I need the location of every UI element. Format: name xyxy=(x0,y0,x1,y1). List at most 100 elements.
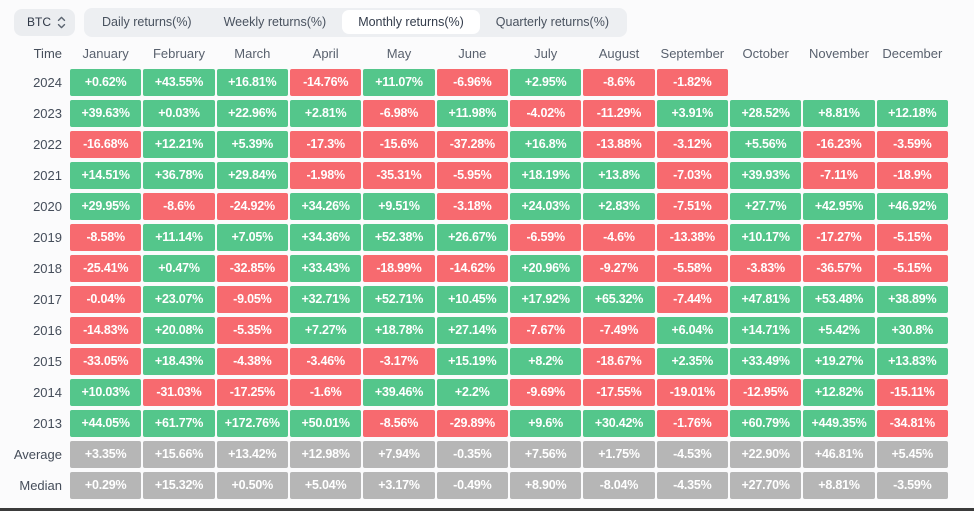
return-cell: +30.8% xyxy=(876,317,948,344)
return-cell: -5.95% xyxy=(436,162,508,189)
return-cell: +12.82% xyxy=(803,379,875,406)
return-cell: +36.78% xyxy=(143,162,215,189)
row-label: Average xyxy=(13,447,62,462)
return-cell: +18.78% xyxy=(363,317,435,344)
return-cell: -1.6% xyxy=(290,379,362,406)
return-cell: +6.04% xyxy=(656,317,728,344)
tab-quarterly-returns[interactable]: Quarterly returns(%) xyxy=(480,10,625,34)
return-cell: -1.98% xyxy=(290,162,362,189)
return-cell: +23.07% xyxy=(143,286,215,313)
return-cell xyxy=(803,69,874,96)
return-cell: -17.55% xyxy=(583,379,655,406)
return-cell: +53.48% xyxy=(803,286,875,313)
return-cell: -18.67% xyxy=(583,348,655,375)
symbol-label: BTC xyxy=(27,15,51,29)
return-cell: +27.14% xyxy=(436,317,508,344)
return-cell: -32.85% xyxy=(216,255,288,282)
return-cell: -3.46% xyxy=(290,348,362,375)
return-cell: -8.6% xyxy=(583,69,655,96)
return-cell: +5.42% xyxy=(803,317,875,344)
return-cell: +0.47% xyxy=(143,255,215,282)
table-row: 2021 +14.51% +36.78% +29.84% -1.98% -35.31% -5… xyxy=(0,162,974,189)
row-label: 2023 xyxy=(33,106,62,121)
return-cell: +8.81% xyxy=(803,472,875,499)
return-cell: +3.35% xyxy=(70,441,142,468)
return-cell: +52.38% xyxy=(363,224,435,251)
return-cell: +30.42% xyxy=(583,410,655,437)
return-cell: +2.95% xyxy=(510,69,582,96)
return-cell: +24.03% xyxy=(510,193,582,220)
return-cell: -8.56% xyxy=(363,410,435,437)
row-label: 2022 xyxy=(33,137,62,152)
table-row: 2023 +39.63% +0.03% +22.96% +2.81% -6.98% +11.… xyxy=(0,100,974,127)
return-cell: +39.46% xyxy=(363,379,435,406)
return-cell: -16.68% xyxy=(70,131,142,158)
return-cell: +15.32% xyxy=(143,472,215,499)
row-label: 2016 xyxy=(33,323,62,338)
return-cell: -24.92% xyxy=(216,193,288,220)
return-cell: +28.52% xyxy=(730,100,802,127)
return-cell: +18.19% xyxy=(510,162,582,189)
tab-weekly-returns[interactable]: Weekly returns(%) xyxy=(208,10,343,34)
table-header-row: Time January February March April May June July… xyxy=(0,43,974,65)
return-cell: -5.58% xyxy=(656,255,728,282)
return-cell: -13.88% xyxy=(583,131,655,158)
return-cell: -37.28% xyxy=(436,131,508,158)
table-row: 2018 -25.41% +0.47% -32.85% +33.43% -18.99% -1… xyxy=(0,255,974,282)
return-cell: +15.66% xyxy=(143,441,215,468)
tab-monthly-returns[interactable]: Monthly returns(%) xyxy=(342,10,480,34)
return-cell: -25.41% xyxy=(70,255,142,282)
return-cell: +5.04% xyxy=(290,472,362,499)
return-cell: -3.18% xyxy=(436,193,508,220)
return-cell: +32.71% xyxy=(290,286,362,313)
return-cell: -8.6% xyxy=(143,193,215,220)
window-bottom-edge xyxy=(0,508,974,511)
return-cell: +7.56% xyxy=(510,441,582,468)
return-cell: -3.83% xyxy=(730,255,802,282)
return-cell: -3.59% xyxy=(876,472,948,499)
return-cell: -14.76% xyxy=(290,69,362,96)
row-label: 2019 xyxy=(33,230,62,245)
up-down-chevrons-icon xyxy=(57,16,66,28)
row-label: 2024 xyxy=(33,75,62,90)
return-cell: +65.32% xyxy=(583,286,655,313)
return-cell: +20.96% xyxy=(510,255,582,282)
tab-daily-returns[interactable]: Daily returns(%) xyxy=(86,10,208,34)
month-column-header: June xyxy=(458,46,487,61)
return-cell: -19.01% xyxy=(656,379,728,406)
return-cell: -4.6% xyxy=(583,224,655,251)
return-cell: -14.83% xyxy=(70,317,142,344)
return-cell: -12.95% xyxy=(730,379,802,406)
table-row: 2013 +44.05% +61.77% +172.76% +50.01% -8.56% -… xyxy=(0,410,974,437)
return-cell: +8.2% xyxy=(510,348,582,375)
return-cell: -9.05% xyxy=(216,286,288,313)
return-cell: -17.3% xyxy=(290,131,362,158)
return-cell: +33.49% xyxy=(730,348,802,375)
return-cell: +44.05% xyxy=(70,410,142,437)
return-cell xyxy=(730,69,801,96)
table-row: 2020 +29.95% -8.6% -24.92% +34.26% +9.51% -3.1… xyxy=(0,193,974,220)
return-cell: +39.93% xyxy=(730,162,802,189)
return-cell: +13.8% xyxy=(583,162,655,189)
return-cell: +60.79% xyxy=(730,410,802,437)
return-cell: +42.95% xyxy=(803,193,875,220)
row-label: 2015 xyxy=(33,354,62,369)
return-cell: +50.01% xyxy=(290,410,362,437)
return-cell: -7.44% xyxy=(656,286,728,313)
table-row: Average +3.35% +15.66% +13.42% +12.98% +7.94%… xyxy=(0,441,974,468)
return-cell: +8.90% xyxy=(510,472,582,499)
return-cell: +5.56% xyxy=(730,131,802,158)
symbol-select[interactable]: BTC xyxy=(14,8,75,36)
return-cell: +2.35% xyxy=(656,348,728,375)
return-cell: +14.51% xyxy=(70,162,142,189)
month-column-header: November xyxy=(809,46,869,61)
month-column-header: December xyxy=(882,46,943,61)
return-cell: -4.53% xyxy=(656,441,728,468)
return-cell: -4.38% xyxy=(216,348,288,375)
return-cell: -3.59% xyxy=(876,131,948,158)
table-row: 2024 +0.62% +43.55% +16.81% -14.76% +11.07% -6… xyxy=(0,69,974,96)
return-cell: +34.36% xyxy=(290,224,362,251)
return-cell: -17.25% xyxy=(216,379,288,406)
return-cell: +0.62% xyxy=(70,69,142,96)
return-cell: +19.27% xyxy=(803,348,875,375)
